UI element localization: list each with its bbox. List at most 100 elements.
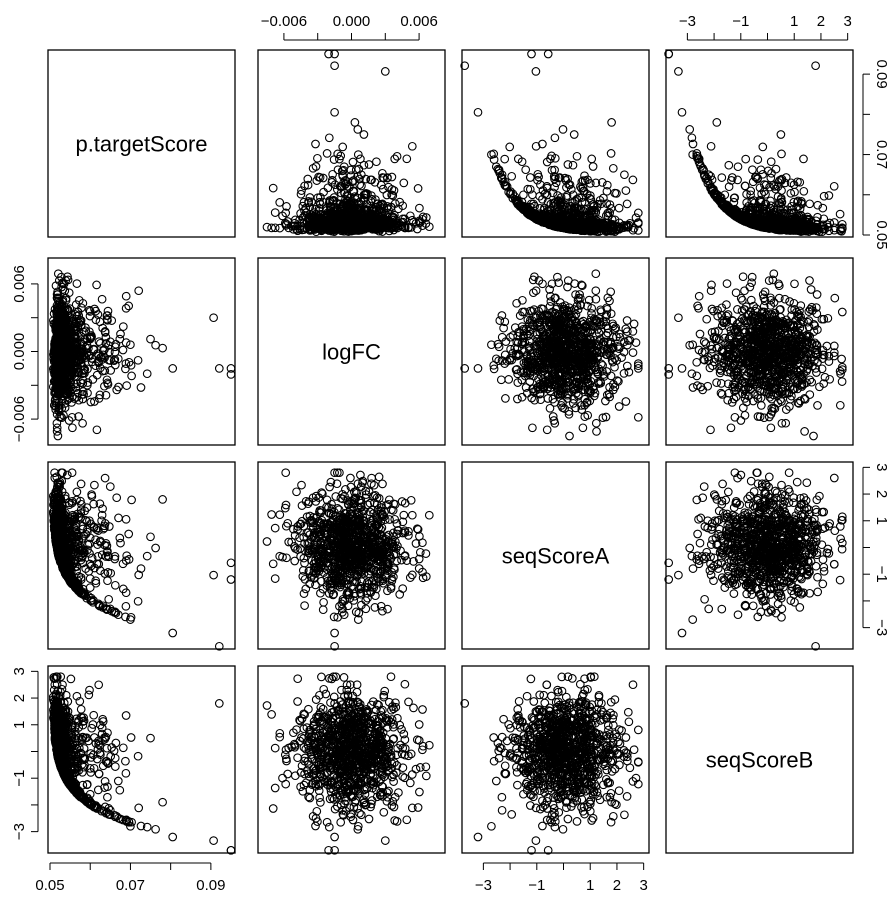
data-point <box>378 184 388 194</box>
data-point <box>316 192 325 202</box>
data-point <box>674 67 683 76</box>
data-point <box>585 179 595 188</box>
data-point <box>209 313 218 323</box>
data-point <box>297 218 307 228</box>
data-point <box>517 157 527 167</box>
data-point <box>267 223 276 233</box>
scatter-panel-logFC-vs-p.targetScore <box>47 257 236 446</box>
variable-label: logFC <box>322 340 381 365</box>
data-point <box>118 345 128 355</box>
data-point <box>270 208 280 217</box>
scatter-panel-p.targetScore-vs-logFC <box>257 49 446 238</box>
data-point <box>494 165 504 175</box>
data-point <box>146 334 155 344</box>
data-point <box>495 316 505 325</box>
data-point <box>717 173 727 182</box>
data-point <box>591 286 601 296</box>
data-point <box>525 173 535 182</box>
data-point <box>805 199 815 209</box>
data-point <box>330 61 339 71</box>
data-point <box>543 49 553 59</box>
data-point <box>290 221 299 231</box>
data-point <box>531 141 541 151</box>
data-point <box>568 160 578 170</box>
data-point <box>359 130 369 139</box>
data-point <box>92 370 102 380</box>
data-point <box>299 197 309 207</box>
data-point <box>283 217 293 226</box>
scatter-panel-p.targetScore-vs-seqScoreA <box>460 49 650 238</box>
data-point <box>298 201 308 211</box>
diagonal-panel-logFC: logFC <box>257 257 446 446</box>
data-point <box>368 210 377 220</box>
data-point <box>307 221 316 231</box>
data-point <box>92 280 101 290</box>
data-point <box>367 175 376 185</box>
data-point <box>553 272 562 282</box>
data-point <box>606 149 616 158</box>
data-point <box>496 375 506 385</box>
data-point <box>295 224 305 234</box>
data-point <box>300 223 309 233</box>
data-point <box>563 160 573 169</box>
data-point <box>392 151 402 161</box>
data-point <box>566 185 576 194</box>
data-point <box>628 175 638 185</box>
data-point <box>311 209 321 219</box>
data-point <box>296 189 306 199</box>
data-point <box>569 130 579 139</box>
data-point <box>127 371 136 381</box>
data-point <box>388 191 398 200</box>
data-point <box>733 162 743 172</box>
data-point <box>305 202 315 212</box>
data-point <box>315 197 324 207</box>
data-point <box>505 142 515 152</box>
data-point <box>355 174 364 184</box>
data-point <box>349 220 359 230</box>
data-point <box>620 170 629 180</box>
data-point <box>326 225 336 235</box>
data-point <box>592 427 601 436</box>
data-point <box>835 209 845 219</box>
data-point <box>348 157 358 167</box>
data-point <box>347 177 357 187</box>
data-point <box>614 203 624 213</box>
data-point <box>311 139 320 149</box>
data-point <box>608 163 618 173</box>
data-point <box>777 149 786 159</box>
data-point <box>270 223 280 233</box>
data-point <box>136 383 146 392</box>
data-point <box>628 327 638 336</box>
data-point <box>381 219 391 228</box>
data-point <box>588 162 598 171</box>
data-point <box>303 174 313 184</box>
data-point <box>753 155 763 164</box>
data-point <box>366 191 376 200</box>
data-point <box>527 49 536 59</box>
data-point <box>134 286 144 296</box>
data-point <box>621 324 631 334</box>
data-point <box>501 394 510 403</box>
data-point <box>318 215 327 224</box>
data-point <box>531 67 541 76</box>
data-point <box>353 221 362 230</box>
data-point <box>748 165 757 175</box>
data-point <box>370 221 380 231</box>
data-point <box>558 125 568 134</box>
data-point <box>309 223 318 233</box>
panel-frame <box>47 49 236 238</box>
data-point <box>500 154 510 164</box>
data-point <box>335 182 345 191</box>
data-point <box>323 210 333 219</box>
data-point <box>354 199 364 209</box>
data-point <box>336 188 346 198</box>
data-point <box>402 154 412 164</box>
data-point <box>565 431 574 441</box>
data-point <box>382 173 392 183</box>
data-point <box>706 141 716 151</box>
data-point <box>384 182 393 192</box>
data-point <box>372 157 381 167</box>
data-point <box>513 394 522 404</box>
data-point <box>378 168 387 178</box>
